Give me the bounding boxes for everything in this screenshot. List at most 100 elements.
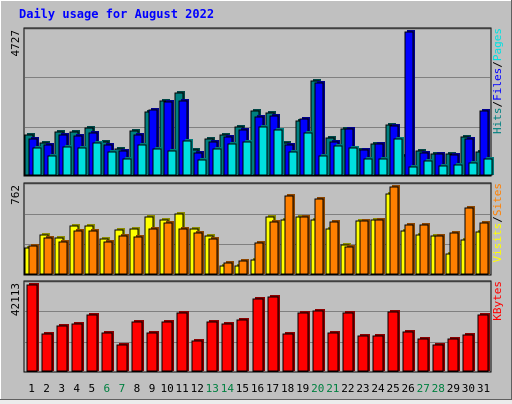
bar-kbytes-day-1 <box>26 284 38 372</box>
bar-pages-day-2 <box>47 155 57 176</box>
xtick-day-4: 4 <box>73 382 80 395</box>
bar-pages-day-27 <box>423 160 433 176</box>
bar-kbytes-day-17 <box>267 296 279 372</box>
bar-kbytes-day-3 <box>56 325 68 372</box>
bar-kbytes-day-20 <box>312 310 324 372</box>
bar-sites-day-14 <box>223 262 233 275</box>
chart-panels: 4727Hits/Files/Pages762Visits/Sites42113… <box>9 27 504 395</box>
bar-sites-day-26 <box>404 224 414 275</box>
xtick-day-21: 21 <box>326 382 339 395</box>
bar-kbytes-day-29 <box>447 338 459 372</box>
bar-pages-day-8 <box>137 144 147 176</box>
bar-kbytes-day-8 <box>131 321 143 372</box>
xtick-day-9: 9 <box>149 382 156 395</box>
legend-bottom: KBytes <box>491 281 504 321</box>
bar-kbytes-day-27 <box>417 338 429 372</box>
bar-pages-day-16 <box>258 126 268 176</box>
xtick-day-24: 24 <box>371 382 385 395</box>
legend-slash-0: / <box>491 216 504 223</box>
bar-pages-day-6 <box>107 151 117 176</box>
legend-pages: Pages <box>491 28 504 61</box>
bar-pages-day-12 <box>197 159 207 176</box>
bar-sites-day-24 <box>374 219 384 275</box>
bar-kbytes-day-14 <box>221 323 233 372</box>
chart-title: Daily usage for August 2022 <box>19 7 214 21</box>
bar-pages-day-22 <box>348 147 358 176</box>
bar-sites-day-25 <box>389 186 399 275</box>
xtick-day-19: 19 <box>296 382 309 395</box>
bar-kbytes-day-13 <box>206 321 218 372</box>
bar-kbytes-day-25 <box>387 311 399 372</box>
xtick-day-16: 16 <box>251 382 264 395</box>
xtick-day-17: 17 <box>266 382 279 395</box>
xtick-day-23: 23 <box>356 382 369 395</box>
bar-kbytes-day-19 <box>297 312 309 372</box>
xtick-day-26: 26 <box>402 382 415 395</box>
bar-pages-day-9 <box>152 148 162 176</box>
bar-pages-day-29 <box>453 164 463 176</box>
bar-sites-day-1 <box>28 245 38 275</box>
bar-kbytes-day-15 <box>236 319 248 372</box>
bar-sites-day-15 <box>238 260 248 275</box>
bar-sites-day-22 <box>344 246 354 275</box>
bar-kbytes-day-10 <box>161 321 173 372</box>
xtick-day-10: 10 <box>160 382 173 395</box>
bar-pages-day-31 <box>483 158 493 176</box>
legend-slash-0: / <box>491 61 504 68</box>
xtick-day-25: 25 <box>386 382 399 395</box>
bar-files-day-26 <box>404 31 414 176</box>
xtick-day-27: 27 <box>417 382 430 395</box>
bar-kbytes-day-16 <box>252 298 264 372</box>
bar-sites-day-12 <box>193 232 203 275</box>
legend-sites: Sites <box>491 183 504 216</box>
legend-top: Hits/Files/Pages <box>491 28 504 134</box>
bar-kbytes-day-6 <box>101 332 113 372</box>
bar-sites-day-29 <box>449 232 459 275</box>
bar-pages-day-1 <box>32 147 42 176</box>
bar-sites-day-11 <box>178 228 188 275</box>
bar-sites-day-3 <box>58 241 68 275</box>
bar-pages-day-5 <box>92 142 102 176</box>
xtick-day-29: 29 <box>447 382 460 395</box>
bar-pages-day-25 <box>393 138 403 176</box>
xtick-day-22: 22 <box>341 382 354 395</box>
bar-pages-day-17 <box>273 129 283 176</box>
bar-pages-day-30 <box>468 162 478 176</box>
bar-pages-day-18 <box>288 151 298 176</box>
bar-sites-day-5 <box>88 230 98 275</box>
xtick-day-18: 18 <box>281 382 294 395</box>
xtick-day-2: 2 <box>43 382 50 395</box>
xtick-day-6: 6 <box>104 382 111 395</box>
bar-kbytes-day-24 <box>372 335 384 372</box>
bar-sites-day-13 <box>208 238 218 275</box>
xtick-day-7: 7 <box>119 382 126 395</box>
bar-pages-day-13 <box>212 148 222 176</box>
xtick-day-30: 30 <box>462 382 475 395</box>
bar-sites-day-30 <box>464 207 474 275</box>
bar-sites-day-6 <box>103 241 113 275</box>
bar-pages-day-28 <box>438 165 448 176</box>
bar-pages-day-14 <box>227 143 237 176</box>
bar-kbytes-day-9 <box>146 332 158 372</box>
xtick-day-8: 8 <box>134 382 141 395</box>
bar-kbytes-day-23 <box>357 335 369 372</box>
xtick-day-28: 28 <box>432 382 445 395</box>
bar-sites-day-7 <box>118 235 128 275</box>
legend-visits: Visits <box>491 223 504 263</box>
bar-sites-day-18 <box>284 195 294 275</box>
bar-kbytes-day-30 <box>462 334 474 372</box>
bar-sites-day-23 <box>359 220 369 275</box>
bar-kbytes-day-5 <box>86 314 98 372</box>
bar-sites-day-4 <box>73 230 83 275</box>
bar-sites-day-20 <box>314 198 324 275</box>
bar-pages-day-7 <box>122 158 132 176</box>
xtick-day-14: 14 <box>221 382 235 395</box>
bar-sites-day-16 <box>254 242 264 275</box>
bar-pages-day-11 <box>182 140 192 176</box>
bar-sites-day-2 <box>43 237 53 275</box>
bar-sites-day-8 <box>133 236 143 275</box>
legend-hits: Hits <box>491 108 504 135</box>
bar-sites-day-27 <box>419 224 429 275</box>
bar-kbytes-day-4 <box>71 323 83 372</box>
